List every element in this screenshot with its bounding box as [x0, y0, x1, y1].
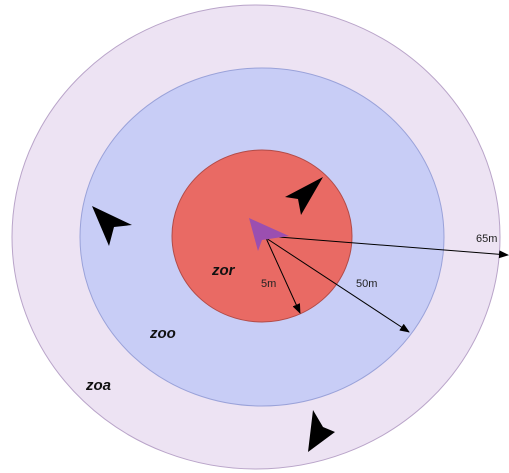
neighbor-agent-icon — [308, 410, 335, 452]
zone-label-zoo: zoo — [149, 325, 176, 342]
distance-label-middle: 50m — [356, 278, 377, 290]
zone-label-zoa: zoa — [85, 377, 111, 394]
neighbor-agent-icon — [92, 206, 132, 246]
radius-line-middle — [265, 237, 410, 333]
distance-label-outer: 65m — [476, 233, 497, 245]
neighbor-agent-icon — [285, 177, 323, 215]
radius-line-inner — [265, 237, 301, 314]
focal-agent-icon — [249, 218, 289, 251]
radius-line-outer — [265, 235, 509, 259]
zone-label-zor: zor — [211, 262, 236, 279]
distance-label-inner: 5m — [261, 278, 276, 290]
